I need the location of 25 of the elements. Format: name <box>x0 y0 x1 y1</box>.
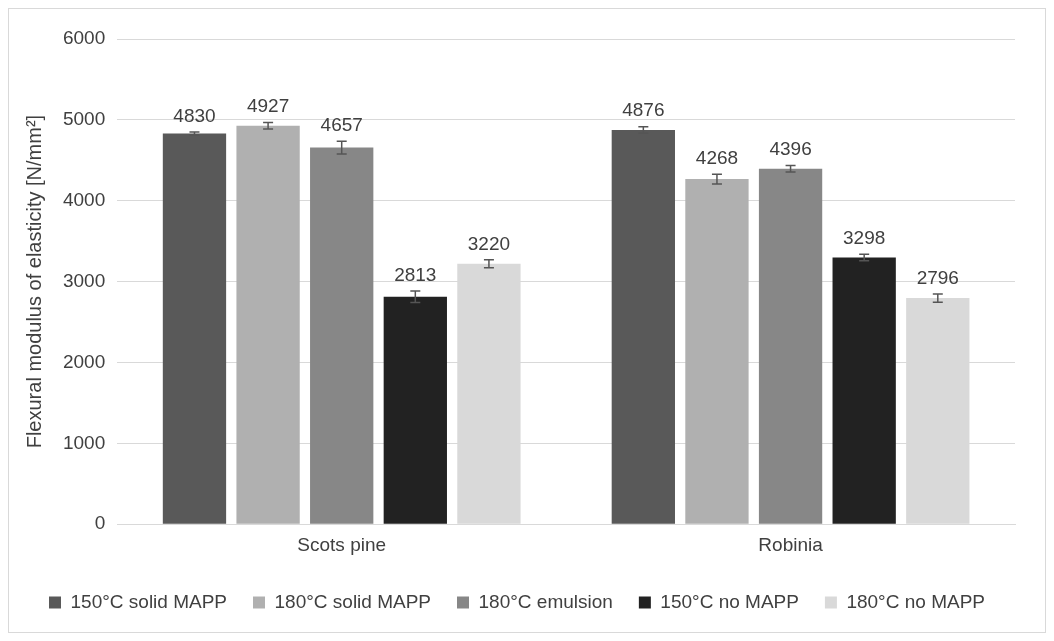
y-tick-label: 2000 <box>62 350 106 372</box>
data-label: 3220 <box>467 232 511 254</box>
y-tick-label: 6000 <box>62 27 106 49</box>
x-tick-label: Robinia <box>758 533 824 555</box>
legend-label: 180°C solid MAPP <box>274 590 432 612</box>
legend-label: 150°C solid MAPP <box>70 590 228 612</box>
legend-label: 180°C emulsion <box>478 590 613 612</box>
data-label: 4927 <box>246 95 290 117</box>
data-label: 2813 <box>394 263 437 285</box>
data-label: 4876 <box>622 99 665 121</box>
data-label: 4268 <box>695 146 739 168</box>
data-label: 3298 <box>843 227 886 248</box>
data-label: 4657 <box>320 113 363 135</box>
legend-label: 180°C no MAPP <box>846 590 985 612</box>
y-tick-label: 1000 <box>62 431 106 453</box>
y-tick-label: 3000 <box>62 269 106 291</box>
data-label: 4396 <box>769 138 812 160</box>
x-tick-label: Scots pine <box>297 533 387 555</box>
legend-label: 150°C no MAPP <box>660 590 799 612</box>
y-tick-label: 5000 <box>62 108 106 130</box>
data-label: 2796 <box>916 266 959 288</box>
y-tick-label: 4000 <box>62 188 106 210</box>
y-axis-title: Flexural modulus of elasticity [N/mm²] <box>22 114 45 449</box>
data-label: 4830 <box>173 104 216 126</box>
y-tick-label: 0 <box>94 512 106 534</box>
